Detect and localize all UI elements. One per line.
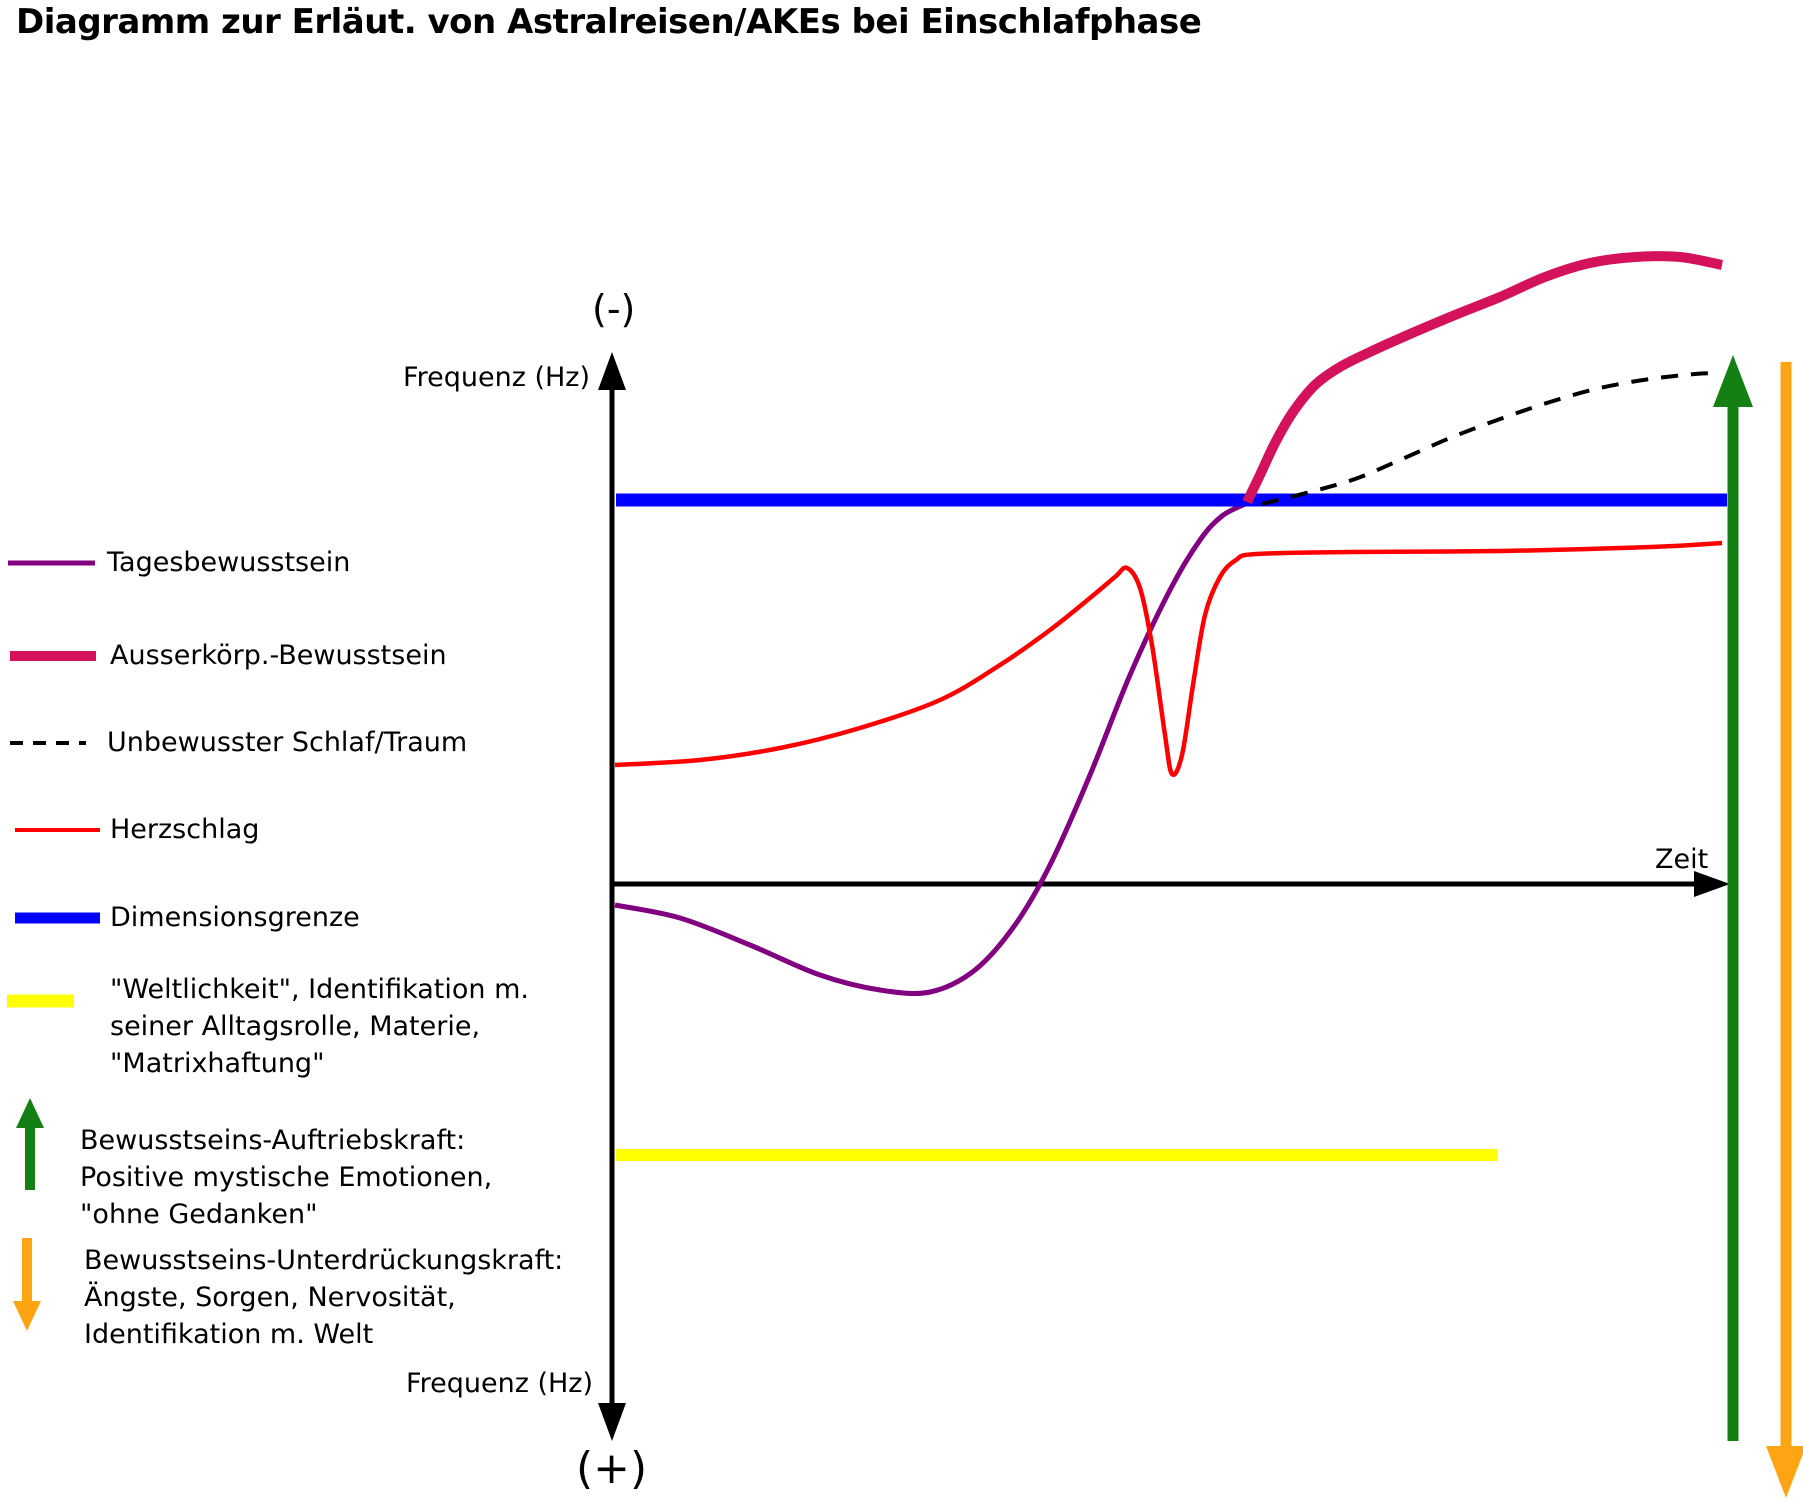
legend-label-tagesbewusstsein: Tagesbewusstsein <box>107 547 351 578</box>
legend-label-unterdrueckungskraft-line3: Identifikation m. Welt <box>84 1319 374 1350</box>
legend-label-unterdrueckungskraft-line2: Ängste, Sorgen, Nervosität, <box>84 1282 456 1313</box>
y-axis-label-bottom: Frequenz (Hz) <box>406 1368 593 1399</box>
legend-label-dimensionsgrenze: Dimensionsgrenze <box>110 902 360 933</box>
x-axis-label: Zeit <box>1655 844 1709 875</box>
legend-label-schlaf-traum: Unbewusster Schlaf/Traum <box>107 727 468 758</box>
legend-label-weltlichkeit-line3: "Matrixhaftung" <box>110 1048 325 1079</box>
legend-label-unterdrueckungskraft-line1: Bewusstseins-Unterdrückungskraft: <box>84 1245 564 1276</box>
legend-label-auftriebskraft: Bewusstseins-Auftriebskraft: Positive my… <box>80 1122 492 1233</box>
buoyancy-arrow-right <box>1713 355 1753 1441</box>
legend-label-auftriebskraft-line1: Bewusstseins-Auftriebskraft: <box>80 1125 466 1156</box>
legend-label-auftriebskraft-line2: Positive mystische Emotionen, <box>80 1162 493 1193</box>
legend-label-weltlichkeit: "Weltlichkeit", Identifikation m. seiner… <box>110 971 529 1082</box>
legend-label-weltlichkeit-line1: "Weltlichkeit", Identifikation m. <box>110 974 529 1005</box>
x-axis <box>612 871 1730 897</box>
legend-label-weltlichkeit-line2: seiner Alltagsrolle, Materie, <box>110 1011 481 1042</box>
legend-arrow-auftriebskraft <box>16 1098 44 1190</box>
curve-unbewusster-schlaf-traum <box>1261 371 1717 506</box>
legend-label-ausserkoerp: Ausserkörp.-Bewusstsein <box>110 640 447 671</box>
curve-ausserkoerp-bewusstsein <box>1242 251 1723 505</box>
curve-tagesbewusstsein <box>614 501 1247 997</box>
legend-label-herzschlag: Herzschlag <box>110 814 260 845</box>
y-axis-positive-sign: (+) <box>576 1443 648 1494</box>
y-axis <box>598 352 626 1441</box>
curve-herzschlag <box>614 540 1723 777</box>
suppression-arrow-right <box>1766 362 1803 1498</box>
legend-label-unterdrueckungskraft: Bewusstseins-Unterdrückungskraft: Ängste… <box>84 1242 563 1353</box>
legend-label-auftriebskraft-line3: "ohne Gedanken" <box>80 1199 318 1230</box>
diagram-title: Diagramm zur Erläut. von Astralreisen/AK… <box>16 2 1202 42</box>
y-axis-negative-sign: (-) <box>592 287 636 331</box>
y-axis-label-top: Frequenz (Hz) <box>403 362 590 393</box>
legend-arrow-unterdrueckungskraft <box>13 1238 41 1331</box>
